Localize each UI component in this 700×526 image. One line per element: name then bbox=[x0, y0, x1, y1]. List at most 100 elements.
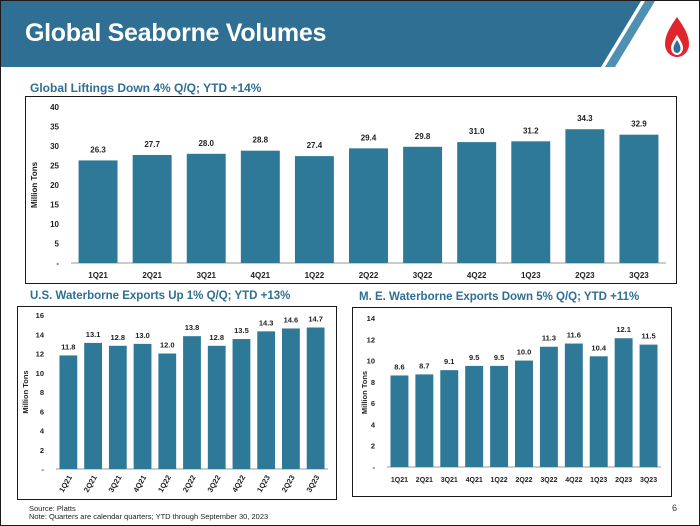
y-tick-label: 12 bbox=[367, 335, 375, 344]
y-tick-label: 6 bbox=[371, 399, 375, 408]
y-tick-label: 14 bbox=[36, 330, 45, 339]
bar-4Q21 bbox=[133, 343, 152, 469]
bar-1Q23 bbox=[511, 141, 551, 263]
bar-2Q21 bbox=[84, 342, 102, 469]
y-tick-label: 10 bbox=[50, 220, 59, 229]
value-label-4Q22: 11.6 bbox=[567, 331, 581, 340]
x-tick-label-1Q21: 1Q21 bbox=[391, 477, 408, 484]
y-tick-label: 25 bbox=[50, 162, 59, 171]
global-chart-title: Global Liftings Down 4% Q/Q; YTD +14% bbox=[30, 81, 262, 95]
x-tick-label-1Q22: 1Q22 bbox=[156, 474, 173, 494]
x-tick-label-4Q21: 4Q21 bbox=[251, 271, 271, 280]
x-tick-label-4Q21: 4Q21 bbox=[131, 474, 148, 494]
y-tick-label: 2 bbox=[371, 442, 375, 451]
footer-note: Note: Quarters are calendar quarters; YT… bbox=[29, 512, 269, 521]
value-label-2Q21: 27.7 bbox=[144, 140, 160, 149]
value-label-3Q21: 9.1 bbox=[444, 357, 454, 366]
y-tick-label: 30 bbox=[50, 142, 59, 151]
y-tick-label: 12 bbox=[36, 350, 44, 359]
global-liftings-chart: - 5 10 15 20 25 30 35 40 Million Tons 26.3 1Q21 27.7… bbox=[30, 103, 666, 280]
page-number: 6 bbox=[672, 503, 678, 513]
x-tick-label-2Q23: 2Q23 bbox=[575, 271, 595, 280]
bar-3Q23 bbox=[306, 327, 325, 469]
bar-2Q23 bbox=[614, 338, 633, 467]
value-label-1Q23: 14.3 bbox=[259, 318, 274, 327]
y-tick-label: 2 bbox=[40, 446, 44, 455]
bar-4Q21 bbox=[465, 365, 484, 467]
value-label-3Q23: 11.5 bbox=[641, 332, 655, 341]
me-chart-panel: - 2 4 6 8 10 12 14 Million Tons 8.6 1Q21 8.7 2Q21 9.1… bbox=[352, 307, 672, 497]
value-label-3Q23: 32.9 bbox=[631, 120, 647, 129]
x-tick-label-4Q22: 4Q22 bbox=[467, 271, 487, 280]
company-logo bbox=[665, 17, 689, 57]
value-label-2Q22: 29.4 bbox=[361, 133, 377, 142]
x-tick-label-2Q23: 2Q23 bbox=[615, 477, 632, 484]
value-label-2Q21: 13.1 bbox=[86, 330, 101, 339]
x-tick-label-4Q22: 4Q22 bbox=[565, 477, 582, 484]
y-tick-label: 15 bbox=[50, 201, 59, 210]
y-tick-label: 6 bbox=[40, 407, 44, 416]
x-tick-label-2Q21: 2Q21 bbox=[82, 474, 99, 494]
y-tick-label: 40 bbox=[50, 103, 59, 112]
value-label-3Q22: 11.3 bbox=[542, 334, 556, 343]
value-label-2Q22: 10.0 bbox=[517, 348, 532, 357]
y-tick-label: - bbox=[56, 259, 59, 268]
x-tick-label-2Q22: 2Q22 bbox=[181, 474, 198, 494]
x-tick-label-3Q21: 3Q21 bbox=[107, 474, 124, 494]
y-tick-label: 20 bbox=[50, 181, 59, 190]
x-tick-label-2Q21: 2Q21 bbox=[142, 271, 162, 280]
x-tick-label-3Q23: 3Q23 bbox=[629, 271, 649, 280]
x-tick-label-2Q22: 2Q22 bbox=[515, 477, 532, 484]
x-tick-label-1Q21: 1Q21 bbox=[57, 474, 74, 494]
x-tick-label-3Q22: 3Q22 bbox=[205, 474, 222, 494]
value-label-3Q23: 14.7 bbox=[308, 315, 323, 324]
bar-2Q21 bbox=[415, 374, 434, 467]
value-label-3Q21: 28.0 bbox=[198, 139, 214, 148]
y-tick-label: 14 bbox=[367, 314, 376, 323]
bar-2Q22 bbox=[183, 336, 201, 469]
y-axis-label: Million Tons bbox=[30, 161, 39, 208]
bar-2Q23 bbox=[282, 328, 300, 469]
bar-2Q23 bbox=[565, 129, 605, 263]
bar-3Q22 bbox=[207, 345, 226, 469]
value-label-4Q21: 9.5 bbox=[469, 353, 479, 362]
bar-3Q22 bbox=[539, 346, 558, 467]
bar-2Q22 bbox=[515, 360, 533, 467]
value-label-3Q22: 29.8 bbox=[415, 132, 431, 141]
banner-shape bbox=[1, 1, 655, 67]
value-label-1Q21: 8.6 bbox=[394, 362, 404, 371]
value-label-1Q22: 9.5 bbox=[494, 353, 504, 362]
value-label-4Q22: 13.5 bbox=[234, 326, 249, 335]
x-tick-label-1Q23: 1Q23 bbox=[590, 477, 607, 484]
y-tick-label: 16 bbox=[36, 311, 44, 320]
bar-3Q21 bbox=[108, 345, 127, 469]
x-tick-label-1Q22: 1Q22 bbox=[491, 477, 508, 484]
bar-2Q21 bbox=[132, 154, 172, 263]
value-label-2Q21: 8.7 bbox=[419, 361, 429, 370]
y-axis-label: Million Tons bbox=[21, 370, 30, 413]
bar-1Q21 bbox=[78, 160, 118, 263]
page-title: Global Seaborne Volumes bbox=[25, 19, 327, 47]
y-tick-label: 10 bbox=[36, 369, 44, 378]
value-label-2Q23: 34.3 bbox=[577, 114, 593, 123]
y-axis-label: Million Tons bbox=[360, 371, 369, 414]
value-label-1Q21: 26.3 bbox=[90, 145, 106, 154]
y-tick-label: - bbox=[373, 463, 376, 472]
bar-3Q21 bbox=[440, 370, 459, 467]
value-label-1Q22: 27.4 bbox=[307, 141, 323, 150]
value-label-3Q22: 12.8 bbox=[209, 333, 224, 342]
x-tick-label-2Q21: 2Q21 bbox=[416, 477, 433, 484]
bar-4Q22 bbox=[457, 142, 497, 263]
x-tick-label-4Q21: 4Q21 bbox=[466, 477, 483, 484]
y-tick-label: - bbox=[42, 465, 45, 474]
x-tick-label-1Q21: 1Q21 bbox=[88, 271, 108, 280]
footer-source: Source: Platts bbox=[29, 504, 76, 513]
x-tick-label-2Q23: 2Q23 bbox=[280, 474, 297, 494]
y-tick-label: 4 bbox=[371, 420, 376, 429]
value-label-1Q21: 11.8 bbox=[61, 342, 75, 351]
value-label-2Q23: 14.6 bbox=[284, 315, 299, 324]
value-label-4Q21: 13.0 bbox=[135, 331, 150, 340]
bar-1Q21 bbox=[390, 375, 409, 467]
x-tick-label-2Q22: 2Q22 bbox=[359, 271, 379, 280]
bar-3Q23 bbox=[639, 344, 658, 467]
